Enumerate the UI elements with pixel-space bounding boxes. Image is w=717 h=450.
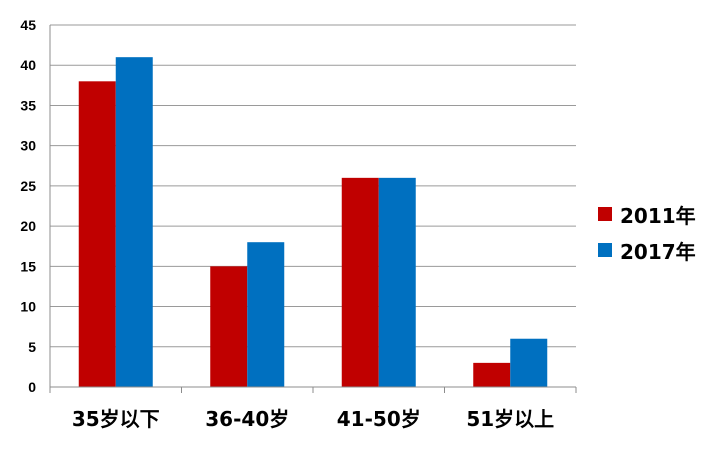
x-tick-label: 36-40岁 [205,407,289,431]
legend-item-series-2: 2017年 [598,232,696,268]
legend-item-series-1: 2011年 [598,196,696,232]
x-tick-label: 41-50岁 [337,407,421,431]
y-tick-label: 30 [20,138,36,154]
legend-swatch-series-2 [598,243,612,257]
y-tick-label: 10 [20,299,36,315]
x-tick-label: 35岁以下 [72,407,160,431]
bar-series-1 [78,81,116,388]
y-tick-label: 45 [20,17,36,33]
bar-series-2 [247,242,285,387]
x-tick-label: 51岁以上 [466,407,554,431]
y-tick-label: 40 [20,57,36,73]
y-tick-label: 15 [20,258,36,274]
bar-series-1 [473,362,511,387]
bar-series-2 [510,338,548,387]
y-tick-label: 35 [20,97,36,113]
bar-series-1 [210,266,248,387]
bar-series-1 [341,177,379,387]
chart-legend: 2011年 2017年 [598,196,696,268]
legend-label-series-2: 2017年 [620,239,696,264]
y-tick-label: 5 [28,339,36,355]
y-tick-label: 25 [20,178,36,194]
bar-series-2 [378,177,416,387]
y-tick-label: 20 [20,218,36,234]
y-tick-label: 0 [28,379,36,395]
legend-swatch-series-1 [598,207,612,221]
legend-label-series-1: 2011年 [620,203,696,228]
bar-series-2 [115,57,153,388]
